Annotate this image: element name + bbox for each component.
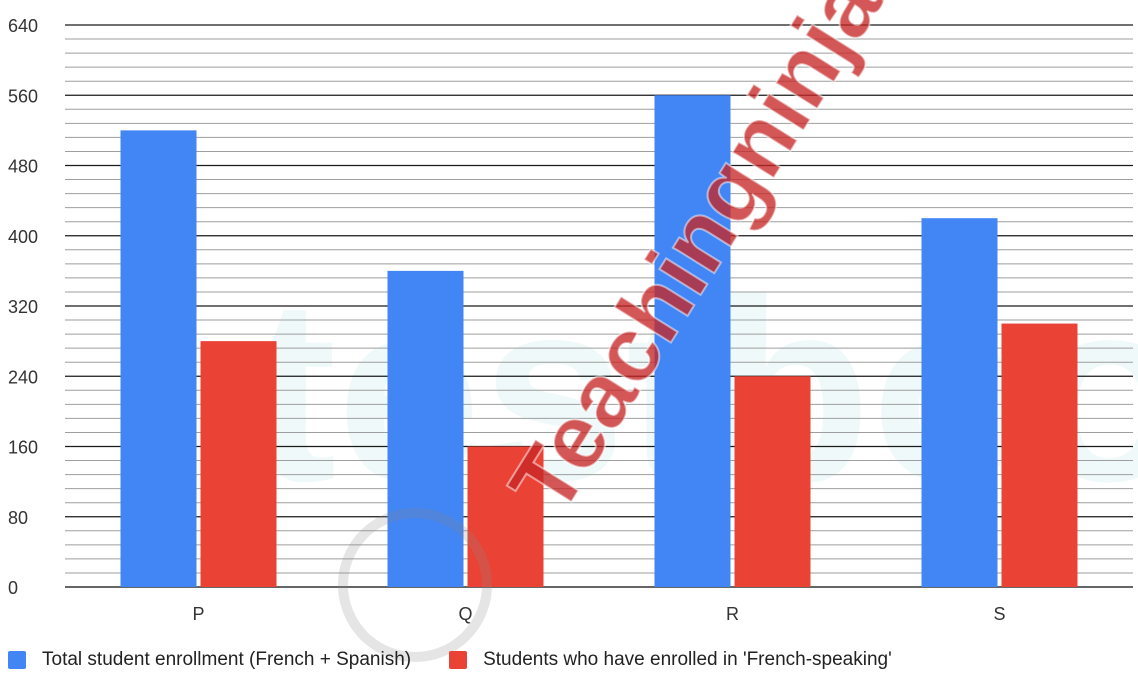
bar-s-french [1001, 323, 1078, 587]
logo-watermark [338, 508, 492, 662]
legend-label-french: Students who have enrolled in 'French-sp… [483, 649, 892, 670]
y-tick-label: 640 [8, 16, 38, 36]
x-tick-label: P [192, 604, 204, 624]
bar-r-total [654, 95, 731, 587]
y-axis-ticks: 0 80 160 240 320 400 480 560 640 [8, 16, 38, 598]
bar-s-total [921, 218, 998, 587]
y-tick-label: 0 [8, 578, 18, 598]
bars [120, 95, 1078, 587]
legend-swatch-blue [8, 651, 26, 669]
y-tick-label: 160 [8, 438, 38, 458]
bar-r-french [734, 376, 811, 587]
bar-p-total [120, 130, 197, 587]
y-tick-label: 400 [8, 227, 38, 247]
legend-label-total: Total student enrollment (French + Spani… [42, 649, 412, 670]
legend-item-french: Students who have enrolled in 'French-sp… [449, 649, 892, 671]
x-axis-ticks: P Q R S [192, 604, 1005, 624]
x-tick-label: S [993, 604, 1005, 624]
legend: Total student enrollment (French + Spani… [8, 648, 930, 672]
bar-q-total [387, 270, 464, 587]
bar-p-french [200, 341, 277, 587]
y-tick-label: 80 [8, 508, 28, 528]
y-tick-label: 320 [8, 297, 38, 317]
logo-ring [338, 508, 492, 662]
x-tick-label: R [726, 604, 739, 624]
legend-swatch-red [449, 651, 468, 669]
y-tick-label: 240 [8, 367, 38, 387]
y-tick-label: 480 [8, 157, 38, 177]
y-tick-label: 560 [8, 86, 38, 106]
x-tick-label: Q [458, 604, 472, 624]
bar-q-french [467, 446, 544, 587]
legend-item-total: Total student enrollment (French + Spani… [8, 649, 411, 671]
